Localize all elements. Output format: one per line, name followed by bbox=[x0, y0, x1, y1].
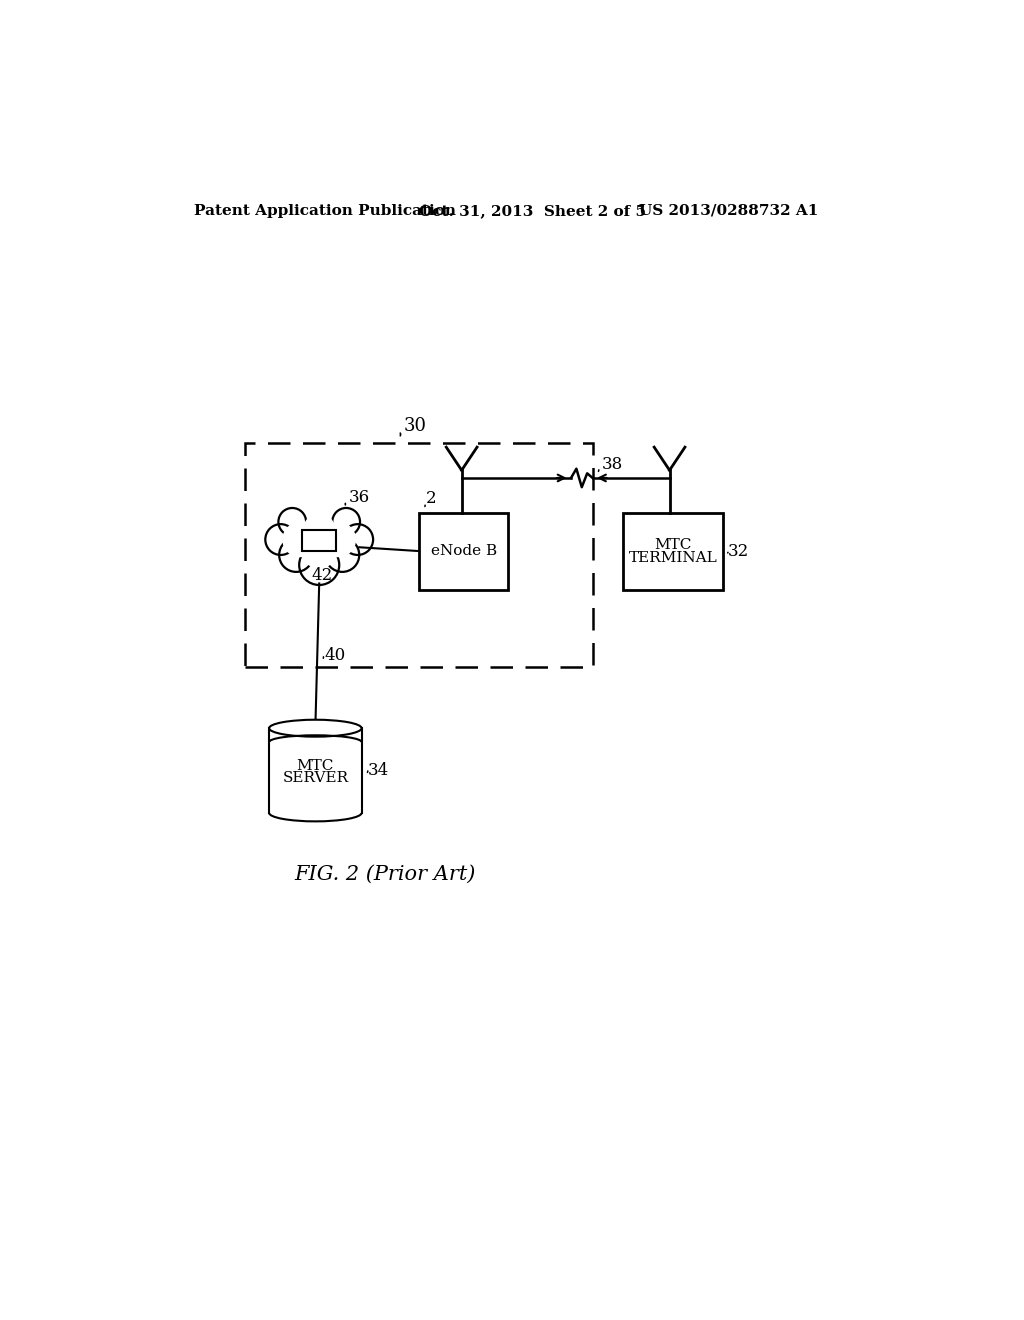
Bar bbox=[269, 729, 361, 813]
Circle shape bbox=[342, 524, 373, 554]
Text: SERVER: SERVER bbox=[283, 771, 348, 785]
Text: 36: 36 bbox=[348, 488, 370, 506]
Bar bbox=[245, 444, 593, 667]
Circle shape bbox=[280, 539, 313, 572]
Polygon shape bbox=[311, 565, 327, 578]
Text: MTC: MTC bbox=[654, 539, 692, 552]
Text: MTC: MTC bbox=[297, 759, 334, 774]
Bar bbox=[624, 512, 724, 590]
Circle shape bbox=[333, 508, 360, 536]
Text: TERMINAL: TERMINAL bbox=[629, 550, 718, 565]
Ellipse shape bbox=[269, 719, 361, 737]
Text: 2: 2 bbox=[425, 490, 436, 507]
Circle shape bbox=[326, 539, 359, 572]
Text: FIG. 2 (Prior Art): FIG. 2 (Prior Art) bbox=[294, 865, 475, 884]
Circle shape bbox=[322, 523, 355, 557]
Circle shape bbox=[279, 508, 306, 536]
Bar bbox=[302, 529, 336, 552]
Text: eNode B: eNode B bbox=[430, 544, 497, 558]
Text: 42: 42 bbox=[311, 568, 333, 585]
Text: Patent Application Publication: Patent Application Publication bbox=[194, 203, 456, 218]
Circle shape bbox=[302, 535, 336, 568]
Text: US 2013/0288732 A1: US 2013/0288732 A1 bbox=[639, 203, 818, 218]
Circle shape bbox=[265, 524, 296, 554]
Text: 38: 38 bbox=[602, 455, 623, 473]
Circle shape bbox=[283, 523, 316, 557]
Text: 40: 40 bbox=[325, 647, 346, 664]
Circle shape bbox=[299, 545, 339, 585]
Circle shape bbox=[304, 515, 335, 545]
Text: 30: 30 bbox=[403, 417, 427, 436]
Bar bbox=[419, 512, 508, 590]
Text: 34: 34 bbox=[368, 762, 389, 779]
Circle shape bbox=[298, 521, 341, 565]
Text: Oct. 31, 2013  Sheet 2 of 5: Oct. 31, 2013 Sheet 2 of 5 bbox=[419, 203, 646, 218]
Text: 32: 32 bbox=[727, 543, 749, 560]
